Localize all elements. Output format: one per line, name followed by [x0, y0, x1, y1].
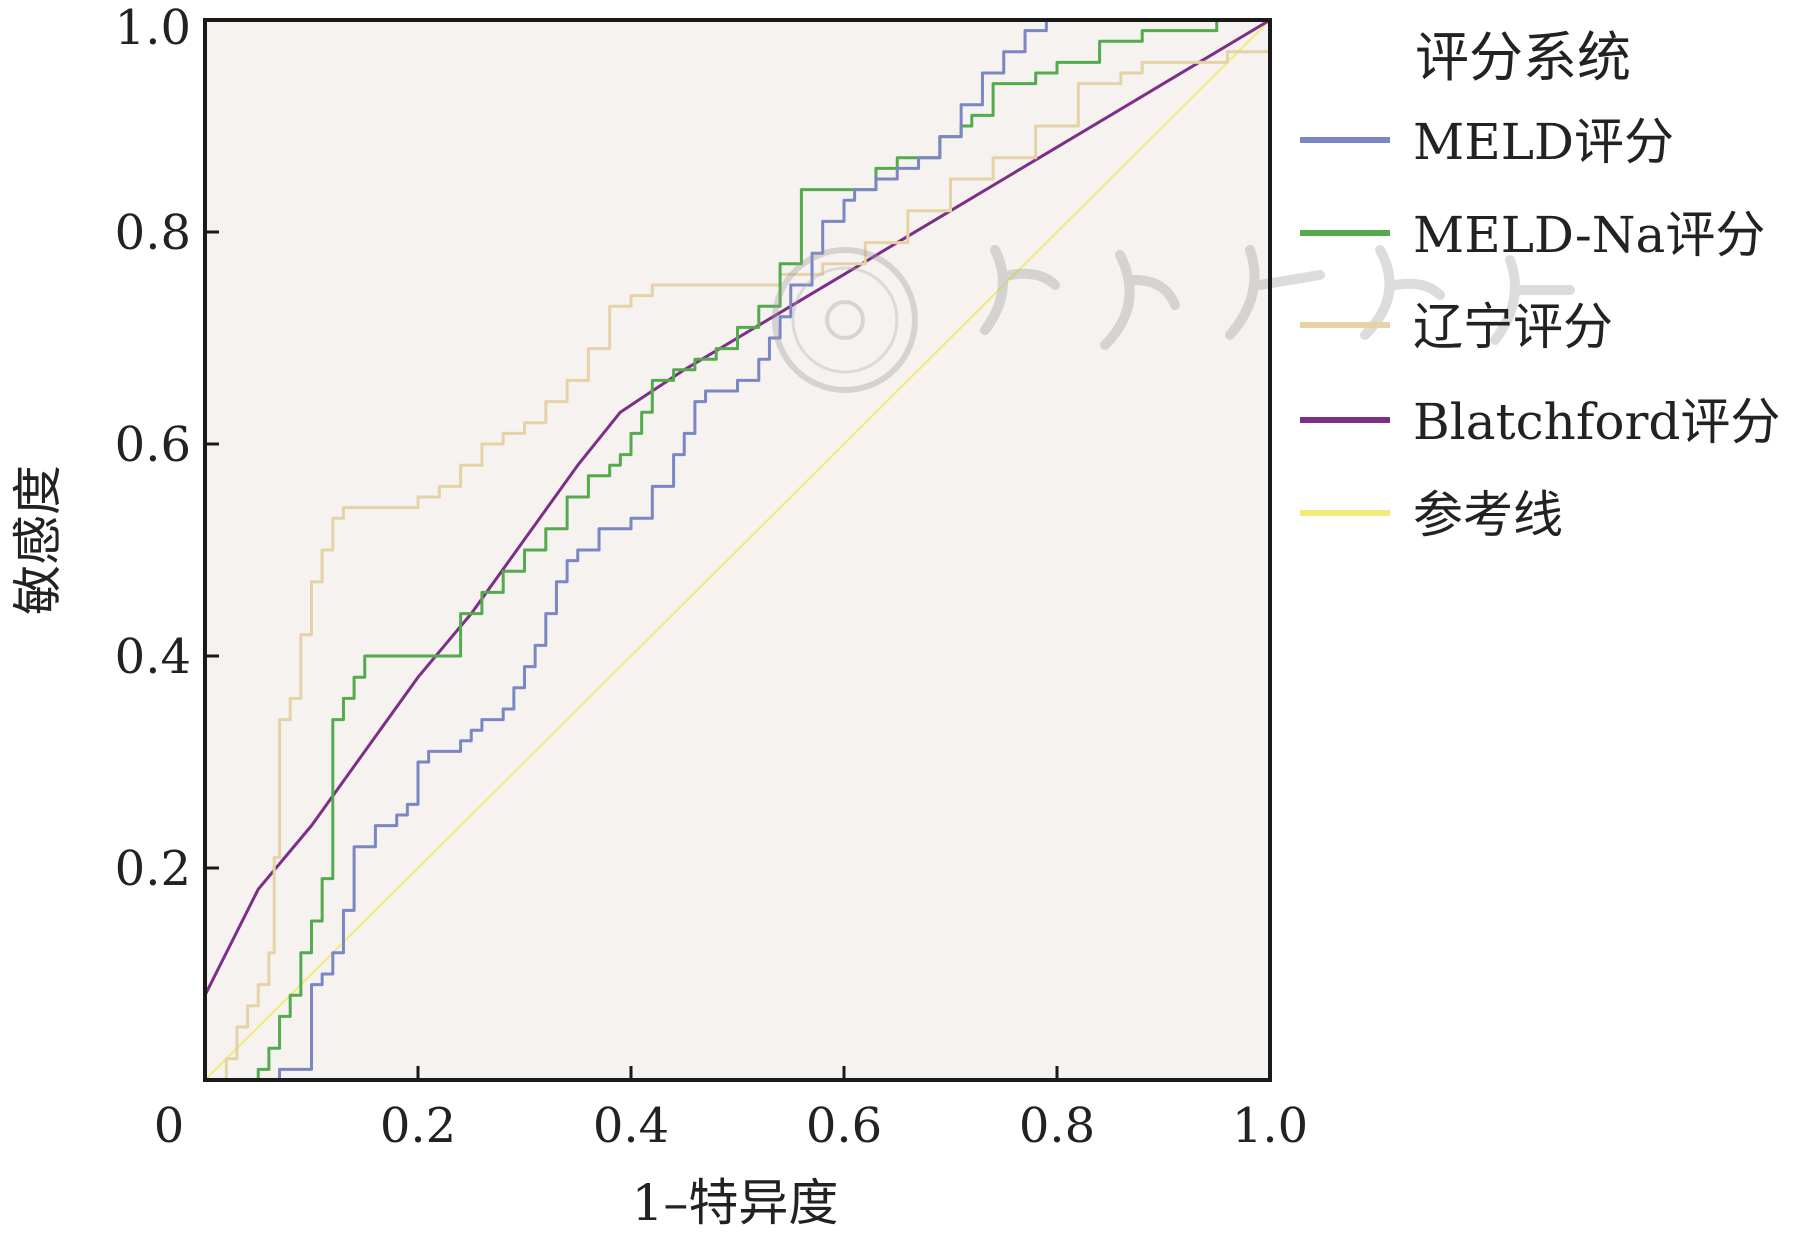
x-axis-label: 1–特异度	[632, 1174, 839, 1232]
series-line-4	[204, 19, 1271, 1081]
watermark-seal	[772, 245, 1575, 393]
x-tick-label: 0.4	[593, 1098, 669, 1154]
tick-labels: 0 0.2 0.4 0.6 0.8 1.0 0.2 0.4 0.6 0.8 1.0	[115, 0, 1309, 1154]
legend-label: MELD-Na评分	[1413, 206, 1765, 264]
x-tick-label: 0.6	[806, 1098, 882, 1154]
y-tick-label: 0.8	[115, 205, 191, 261]
x-tick-label: 0.8	[1019, 1098, 1095, 1154]
x-tick-label: 0	[154, 1098, 185, 1154]
series-line-2	[224, 20, 1272, 1080]
legend-label: Blatchford评分	[1413, 393, 1780, 451]
legend-title: 评分系统	[1415, 26, 1631, 89]
series-line-1	[256, 18, 1270, 1080]
legend-label: MELD评分	[1413, 113, 1674, 171]
y-tick-label: 0.2	[115, 841, 191, 897]
x-tick-label: 0.2	[380, 1098, 456, 1154]
series-line-0	[278, 18, 1270, 1080]
y-tick-label: 0.4	[115, 629, 191, 685]
legend-label: 辽宁评分	[1413, 298, 1613, 356]
plot-frame	[203, 18, 1272, 1082]
y-axis-label: 敏感度	[9, 465, 67, 615]
y-tick-label: 1.0	[115, 0, 191, 56]
y-tick-label: 0.6	[115, 417, 191, 473]
curves-layer	[203, 18, 1272, 1081]
legend-label: 参考线	[1413, 486, 1563, 544]
tick-marks	[205, 230, 1059, 1080]
x-tick-label: 1.0	[1232, 1098, 1308, 1154]
